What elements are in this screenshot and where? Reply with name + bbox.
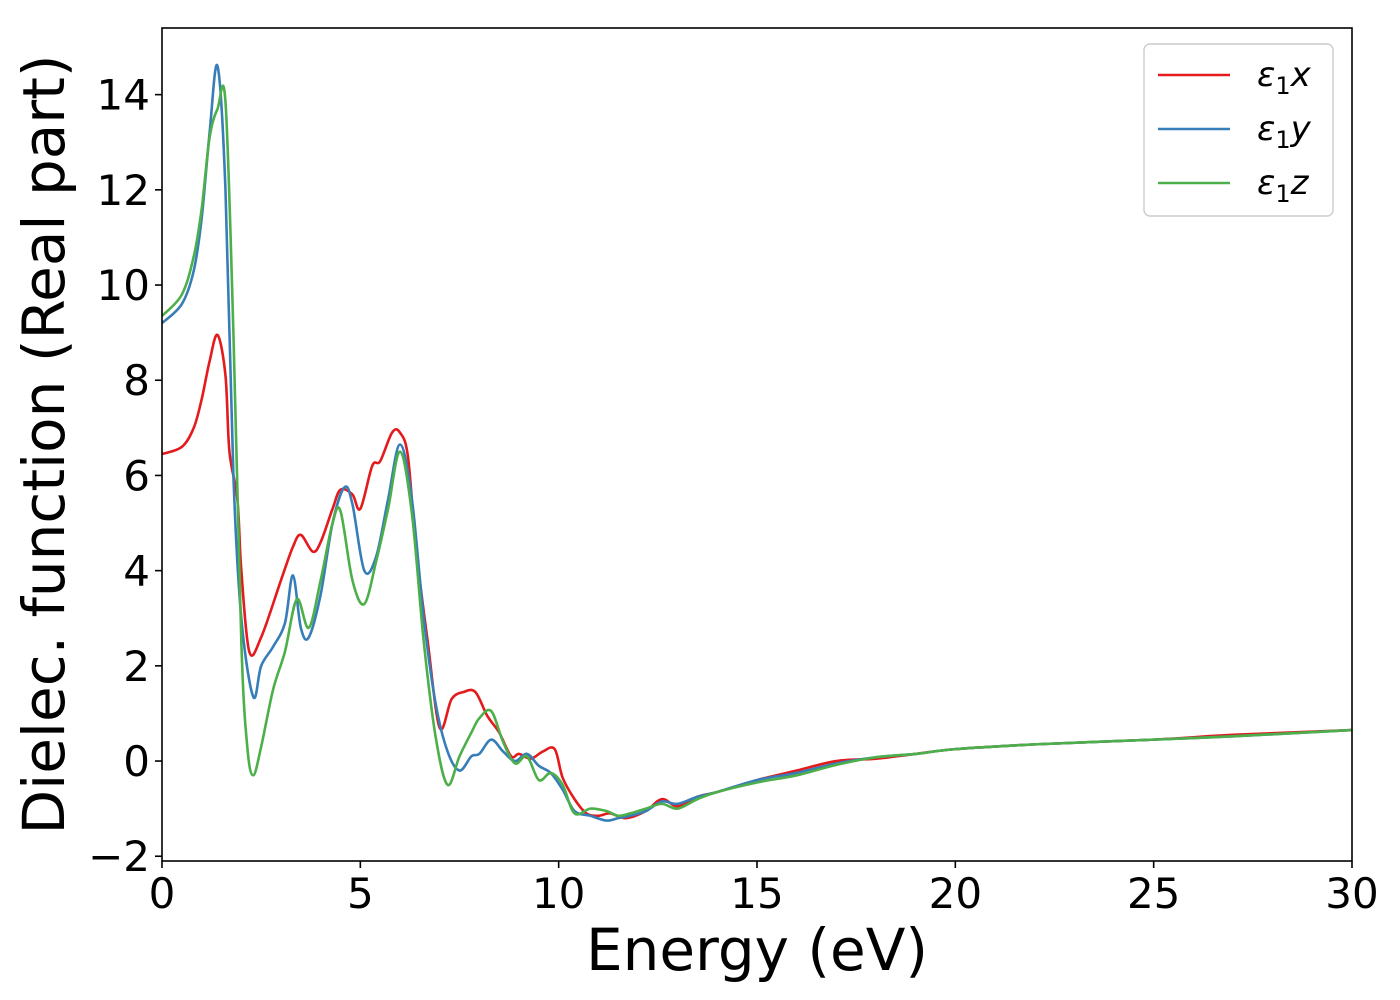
x-axis-title: Energy (eV) [586, 916, 928, 984]
series-line-z [162, 84, 1352, 818]
y-tick-label: 6 [123, 451, 150, 500]
legend-item-z: ε1z [1158, 163, 1310, 208]
x-tick-label: 0 [149, 869, 176, 918]
x-tick-label: 10 [532, 869, 585, 918]
y-axis-title: Dielec. function (Real part) [10, 54, 78, 834]
x-tick-label: 20 [929, 869, 982, 918]
legend-box [1143, 43, 1334, 217]
legend-label: ε1z [1257, 163, 1310, 208]
y-tick-label: −2 [88, 832, 150, 881]
series-line-x [162, 333, 1352, 820]
x-tick-label: 30 [1325, 869, 1378, 918]
y-axis: −2 0 2 4 6 8 10 12 14 [88, 71, 162, 881]
legend-item-y: ε1y [1158, 109, 1312, 154]
y-tick-label: 8 [123, 356, 150, 405]
series-layer [162, 63, 1352, 822]
legend-item-x: ε1x [1158, 55, 1312, 100]
y-tick-label: 10 [97, 261, 150, 310]
x-tick-label: 15 [730, 869, 783, 918]
y-tick-label: 4 [123, 547, 150, 596]
x-axis: 0 5 10 15 20 25 30 [149, 861, 1379, 918]
legend: ε1x ε1y ε1z [1143, 43, 1334, 217]
y-tick-label: 14 [97, 71, 150, 120]
legend-label: ε1y [1257, 109, 1312, 154]
x-tick-label: 25 [1127, 869, 1180, 918]
y-tick-label: 0 [123, 737, 150, 786]
y-tick-label: 12 [97, 166, 150, 215]
legend-label: ε1x [1257, 55, 1312, 100]
y-tick-label: 2 [123, 642, 150, 691]
x-tick-label: 5 [347, 869, 374, 918]
